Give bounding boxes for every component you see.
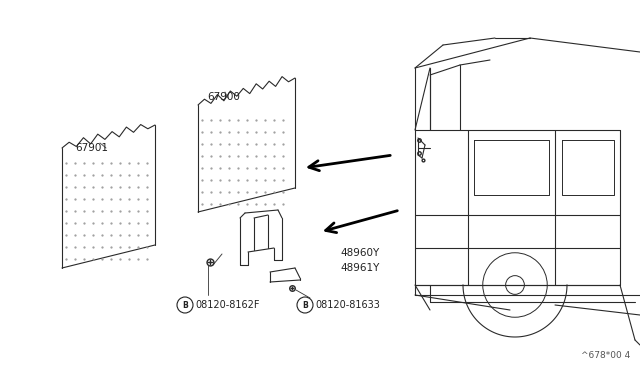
Text: 67901: 67901 (75, 143, 108, 153)
Text: 67900: 67900 (207, 92, 240, 102)
Text: 48961Y: 48961Y (340, 263, 380, 273)
Text: B: B (182, 301, 188, 310)
Text: 48960Y: 48960Y (340, 248, 380, 258)
Text: ^678*00 4: ^678*00 4 (580, 351, 630, 360)
Text: B: B (302, 301, 308, 310)
Text: 08120-8162F: 08120-8162F (195, 300, 259, 310)
Text: 08120-81633: 08120-81633 (315, 300, 380, 310)
